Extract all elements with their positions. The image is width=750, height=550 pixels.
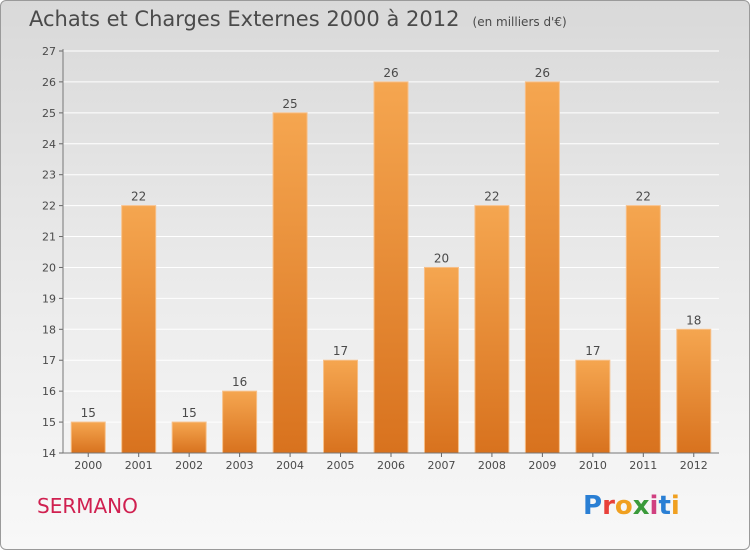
bar [474,205,510,454]
x-tick-label: 2006 [377,459,405,472]
bar-value-label: 17 [333,344,348,358]
y-tick-label: 27 [42,45,56,58]
x-tick-label: 2008 [478,459,506,472]
logo-letter: t [658,491,671,521]
bar-value-label: 22 [131,190,146,204]
logo-letter: r [602,491,615,521]
logo-letter: x [632,491,650,521]
bar-value-label: 20 [434,251,449,265]
bar-value-label: 26 [383,66,398,80]
bar-value-label: 18 [686,313,701,327]
x-tick-label: 2012 [680,459,708,472]
chart-subtitle: (en milliers d'€) [472,15,567,29]
proxiti-logo: Proxiti [583,491,680,521]
y-tick-label: 26 [42,76,56,89]
x-tick-label: 2000 [74,459,102,472]
y-tick-label: 25 [42,107,56,120]
bar [222,390,258,454]
y-tick-label: 23 [42,169,56,182]
bar-value-label: 15 [81,406,96,420]
bar-value-label: 16 [232,375,247,389]
y-tick-label: 16 [42,385,56,398]
y-tick-label: 24 [42,138,56,151]
x-tick-label: 2010 [579,459,607,472]
y-tick-label: 15 [42,416,56,429]
y-tick-label: 22 [42,200,56,213]
x-tick-label: 2001 [125,459,153,472]
commune-name: SERMANO [37,494,138,518]
y-tick-label: 14 [42,447,56,460]
bar [272,112,308,454]
bar-value-label: 15 [182,406,197,420]
chart-title: Achats et Charges Externes 2000 à 2012 [29,7,460,31]
bar [70,421,106,454]
bar [121,205,157,454]
bar [323,359,359,454]
logo-letter: o [614,491,633,521]
bar-value-label: 22 [636,190,651,204]
bar [423,266,459,454]
bar-value-label: 22 [484,190,499,204]
y-tick-label: 18 [42,323,56,336]
y-tick-label: 17 [42,354,56,367]
x-tick-label: 2007 [427,459,455,472]
x-tick-label: 2004 [276,459,304,472]
logo-letter: i [670,491,680,521]
bar [373,81,409,454]
bar-value-label: 25 [282,97,297,111]
bar [575,359,611,454]
y-tick-label: 20 [42,261,56,274]
x-tick-label: 2003 [226,459,254,472]
y-tick-label: 19 [42,292,56,305]
x-tick-label: 2002 [175,459,203,472]
title-row: Achats et Charges Externes 2000 à 2012 (… [29,7,567,31]
y-tick-label: 21 [42,231,56,244]
x-tick-label: 2011 [629,459,657,472]
bar-value-label: 26 [535,66,550,80]
x-tick-label: 2005 [327,459,355,472]
bar [524,81,560,454]
bar [676,328,712,454]
logo-letter: i [649,491,659,521]
bar [625,205,661,454]
logo-letter: P [583,491,603,521]
bar [171,421,207,454]
bar-value-label: 17 [585,344,600,358]
x-tick-label: 2009 [528,459,556,472]
